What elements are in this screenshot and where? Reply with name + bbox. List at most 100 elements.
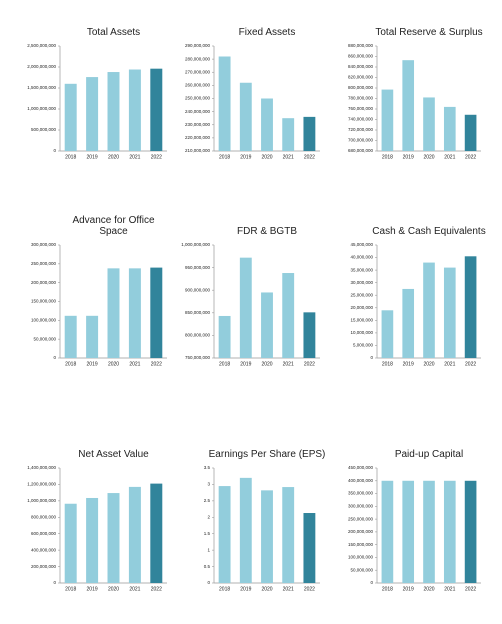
y-tick-label: 780,000,000 (348, 96, 374, 101)
bar (64, 83, 77, 151)
x-tick-label: 2019 (403, 361, 414, 367)
y-tick-label: 400,000,000 (348, 478, 374, 483)
x-tick-label: 2021 (129, 361, 140, 367)
bar (464, 114, 477, 151)
y-tick-label: 3 (207, 482, 210, 487)
bar (107, 268, 120, 358)
y-tick-label: 100,000,000 (348, 555, 374, 560)
y-tick-label: 900,000,000 (185, 287, 211, 292)
y-tick-label: 700,000,000 (348, 138, 374, 143)
x-tick-label: 2021 (444, 586, 455, 592)
y-tick-label: 880,000,000 (348, 43, 374, 48)
y-tick-label: 0 (207, 580, 210, 585)
bar (218, 315, 231, 358)
y-tick-label: 760,000,000 (348, 106, 374, 111)
y-tick-label: 820,000,000 (348, 75, 374, 80)
bar (381, 310, 394, 358)
y-tick-label: 2,000,000,000 (27, 64, 56, 69)
y-tick-label: 450,000,000 (348, 465, 374, 470)
bar (150, 483, 163, 583)
y-tick-label: 250,000,000 (348, 516, 374, 521)
bar (464, 256, 477, 358)
x-tick-label: 2021 (129, 586, 140, 592)
y-tick-label: 5,000,000 (353, 343, 374, 348)
x-tick-label: 2020 (108, 586, 119, 592)
x-tick-label: 2022 (304, 154, 315, 160)
x-tick-label: 2021 (283, 361, 294, 367)
chart-title: Fixed Assets (238, 27, 296, 38)
chart-title: Paid-up Capital (394, 449, 464, 460)
bar (402, 288, 415, 358)
bar (64, 503, 77, 583)
bar (443, 267, 456, 358)
x-tick-label: 2018 (382, 361, 393, 367)
x-tick-label: 2021 (444, 361, 455, 367)
y-tick-label: 150,000,000 (31, 299, 57, 304)
bar (86, 77, 99, 151)
bar (107, 72, 120, 151)
chart-title: FDR & BGTB (236, 226, 297, 237)
y-tick-label: 3.5 (204, 465, 211, 470)
x-tick-label: 2018 (65, 361, 76, 367)
bar (261, 490, 273, 583)
bar (402, 480, 415, 583)
bar (381, 89, 394, 151)
x-tick-label: 2019 (87, 586, 98, 592)
chart-title: Total Assets (86, 27, 141, 38)
y-tick-label: 600,000,000 (31, 531, 57, 536)
bar (423, 262, 435, 358)
y-tick-label: 280,000,000 (185, 56, 211, 61)
y-tick-label: 1,500,000,000 (27, 85, 56, 90)
bar (282, 118, 295, 151)
bar (423, 97, 435, 151)
y-tick-label: 800,000,000 (348, 85, 374, 90)
bar (303, 513, 316, 583)
y-tick-label: 1,400,000,000 (27, 465, 56, 470)
bar (218, 486, 231, 583)
bar (381, 480, 394, 583)
bar (128, 69, 141, 151)
y-tick-label: 850,000,000 (185, 310, 211, 315)
x-tick-label: 2020 (423, 154, 434, 160)
x-tick-label: 2020 (423, 361, 434, 367)
x-tick-label: 2022 (465, 586, 476, 592)
x-tick-label: 2019 (87, 154, 98, 160)
y-tick-label: 30,000,000 (350, 280, 373, 285)
x-tick-label: 2018 (382, 586, 393, 592)
x-tick-label: 2019 (240, 361, 251, 367)
x-tick-label: 2020 (108, 154, 119, 160)
y-tick-label: 50,000,000 (33, 336, 56, 341)
y-tick-label: 800,000,000 (31, 514, 57, 519)
bar (443, 106, 456, 151)
y-tick-label: 300,000,000 (31, 242, 57, 247)
y-tick-label: 1,200,000,000 (27, 482, 56, 487)
y-tick-label: 680,000,000 (348, 148, 374, 153)
y-tick-label: 0.5 (204, 564, 211, 569)
x-tick-label: 2022 (304, 361, 315, 367)
y-tick-label: 750,000,000 (185, 355, 211, 360)
x-tick-label: 2020 (261, 154, 272, 160)
bar (150, 68, 163, 151)
bar (86, 497, 99, 583)
y-tick-label: 0 (370, 580, 373, 585)
y-tick-label: 2.5 (204, 498, 211, 503)
y-tick-label: 840,000,000 (348, 64, 374, 69)
y-tick-label: 220,000,000 (185, 135, 211, 140)
y-tick-label: 200,000,000 (31, 280, 57, 285)
y-tick-label: 950,000,000 (185, 265, 211, 270)
y-tick-label: 350,000,000 (348, 491, 374, 496)
bar (64, 315, 77, 358)
x-tick-label: 2020 (108, 361, 119, 367)
bar (128, 486, 141, 583)
y-tick-label: 500,000,000 (31, 127, 57, 132)
y-tick-label: 45,000,000 (350, 242, 373, 247)
y-tick-label: 200,000,000 (348, 529, 374, 534)
bar (303, 116, 316, 151)
x-tick-label: 2022 (151, 154, 162, 160)
y-tick-label: 35,000,000 (350, 267, 373, 272)
x-tick-label: 2018 (219, 154, 230, 160)
x-tick-label: 2021 (283, 586, 294, 592)
y-tick-label: 290,000,000 (185, 43, 211, 48)
